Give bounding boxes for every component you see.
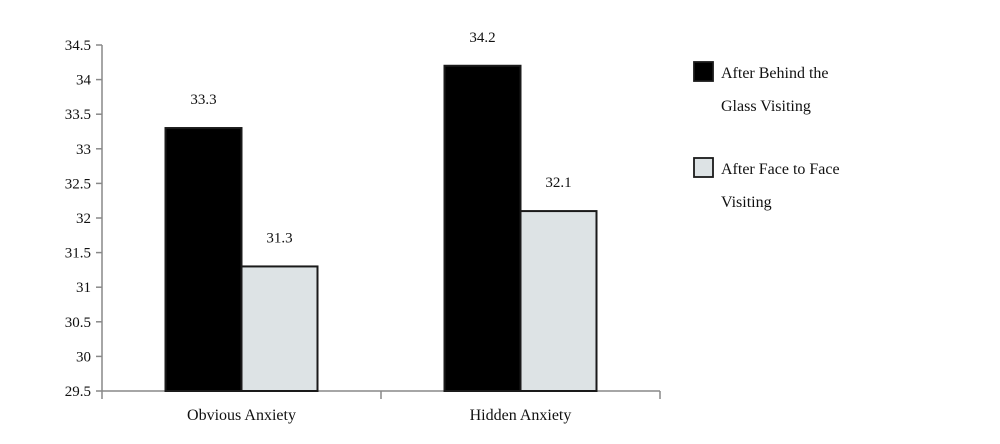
y-tick-label: 33.5 (65, 107, 91, 123)
y-tick-label: 31.5 (65, 246, 91, 262)
bar (519, 210, 598, 392)
bar (240, 265, 319, 392)
y-tick-label: 32 (76, 211, 91, 227)
x-category-label: Obvious Anxiety (187, 407, 296, 424)
y-tick-label: 29.5 (65, 384, 91, 400)
y-tick-label: 31 (76, 280, 91, 296)
legend-label: After Face to Face (721, 161, 840, 178)
data-label: 32.1 (545, 175, 571, 191)
x-category-label: Hidden Anxiety (470, 407, 572, 424)
data-label: 31.3 (266, 230, 292, 246)
bar (443, 64, 522, 392)
legend-label: After Behind the (721, 65, 829, 82)
y-tick-label: 34 (76, 73, 92, 89)
data-label: 33.3 (190, 92, 216, 108)
y-tick-label: 30.5 (65, 315, 91, 331)
legend-label: Glass Visiting (721, 98, 811, 115)
y-tick-label: 32.5 (65, 176, 91, 192)
bar (164, 127, 243, 392)
legend-swatch (693, 61, 714, 82)
y-tick-label: 33 (76, 142, 91, 158)
y-tick-label: 30 (76, 349, 91, 365)
data-label: 34.2 (469, 30, 495, 46)
legend-swatch (693, 157, 714, 178)
legend-label: Visiting (721, 194, 772, 211)
y-tick-label: 34.5 (65, 38, 91, 54)
